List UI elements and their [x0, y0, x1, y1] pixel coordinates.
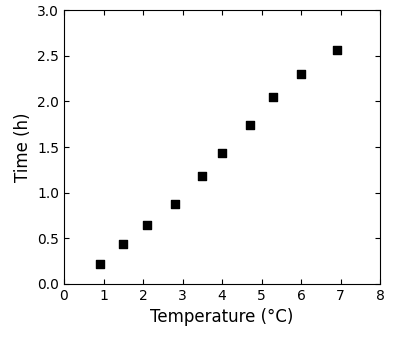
Point	[199, 173, 206, 179]
Point	[171, 201, 178, 206]
Point	[246, 122, 253, 128]
Point	[144, 222, 150, 227]
Y-axis label: Time (h): Time (h)	[14, 112, 32, 182]
Point	[96, 261, 103, 267]
Point	[333, 48, 340, 53]
Point	[120, 241, 126, 246]
Point	[270, 94, 276, 100]
Point	[298, 71, 304, 77]
X-axis label: Temperature (°C): Temperature (°C)	[150, 308, 294, 326]
Point	[219, 151, 225, 156]
